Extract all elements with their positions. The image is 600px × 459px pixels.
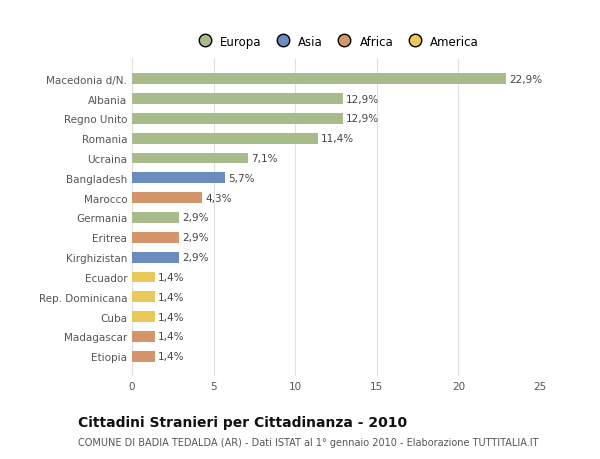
Text: 5,7%: 5,7% (228, 174, 255, 184)
Bar (132, 351, 155, 362)
Text: 1,4%: 1,4% (158, 272, 185, 282)
Bar (132, 74, 506, 85)
Text: 1,4%: 1,4% (158, 312, 185, 322)
Bar (132, 94, 343, 105)
Bar (132, 232, 179, 243)
Bar (132, 134, 318, 144)
Bar (132, 312, 155, 322)
Text: 1,4%: 1,4% (158, 332, 185, 342)
Text: 11,4%: 11,4% (322, 134, 355, 144)
Text: 12,9%: 12,9% (346, 114, 379, 124)
Bar (132, 272, 155, 283)
Bar (132, 252, 179, 263)
Bar (132, 213, 179, 224)
Bar (132, 153, 248, 164)
Text: 7,1%: 7,1% (251, 154, 278, 164)
Text: 12,9%: 12,9% (346, 94, 379, 104)
Bar (132, 193, 202, 204)
Text: 1,4%: 1,4% (158, 292, 185, 302)
Bar (132, 173, 225, 184)
Text: 2,9%: 2,9% (182, 252, 209, 263)
Legend: Europa, Asia, Africa, America: Europa, Asia, Africa, America (188, 31, 484, 53)
Text: 22,9%: 22,9% (509, 74, 542, 84)
Text: 4,3%: 4,3% (205, 193, 232, 203)
Text: 2,9%: 2,9% (182, 233, 209, 243)
Text: 2,9%: 2,9% (182, 213, 209, 223)
Bar (132, 114, 343, 124)
Text: 1,4%: 1,4% (158, 352, 185, 362)
Text: Cittadini Stranieri per Cittadinanza - 2010: Cittadini Stranieri per Cittadinanza - 2… (78, 415, 407, 429)
Text: COMUNE DI BADIA TEDALDA (AR) - Dati ISTAT al 1° gennaio 2010 - Elaborazione TUTT: COMUNE DI BADIA TEDALDA (AR) - Dati ISTA… (78, 437, 539, 447)
Bar (132, 292, 155, 302)
Bar (132, 331, 155, 342)
